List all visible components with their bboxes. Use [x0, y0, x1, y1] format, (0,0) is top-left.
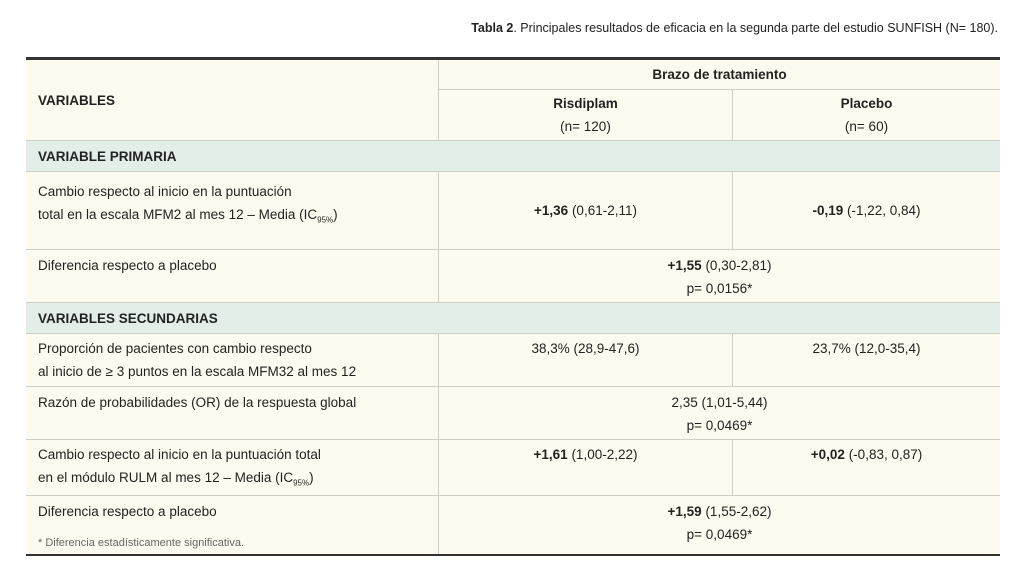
label-line: Cambio respecto al inicio en la puntuaci… [38, 184, 292, 199]
section-row: VARIABLES SECUNDARIAS [26, 302, 1000, 334]
value-bold: +1,61 [533, 447, 568, 462]
value-bold: +1,36 [534, 203, 569, 218]
difference-value: +1,55 (0,30-2,81) p= 0,0156* [438, 249, 1000, 303]
section-row: VARIABLE PRIMARIA [26, 140, 1000, 172]
footnote: * Diferencia estadísticamente significat… [38, 537, 245, 549]
table-row: Razón de probabilidades (OR) de la respu… [26, 386, 1000, 440]
value-ci: (-0,83, 0,87) [844, 447, 923, 462]
efficacy-table: VARIABLES Brazo de tratamiento Risdiplam… [26, 57, 1000, 556]
value-bold: +1,59 [667, 503, 702, 519]
label-line: Proporción de pacientes con cambio respe… [38, 341, 312, 356]
table-caption: Tabla 2. Principales resultados de efica… [471, 21, 998, 35]
row-label: Cambio respecto al inicio en la puntuaci… [26, 171, 439, 250]
placebo-value: 23,7% (12,0-35,4) [732, 333, 1000, 387]
placebo-value: +0,02 (-0,83, 0,87) [732, 439, 1000, 496]
label-line: total en la escala MFM2 al mes 12 – Medi… [38, 207, 318, 222]
table-row: Diferencia respecto a placebo +1,59 (1,5… [26, 495, 1000, 556]
header-row: VARIABLES Brazo de tratamiento [26, 57, 1000, 141]
paren: ) [309, 470, 314, 485]
value-ci: (0,30-2,81) [701, 258, 772, 273]
table-row: Cambio respecto al inicio en la puntuaci… [26, 171, 1000, 250]
label-line: Cambio respecto al inicio en la puntuaci… [38, 447, 321, 462]
table-row: Diferencia respecto a placebo +1,55 (0,3… [26, 249, 1000, 303]
row-label: Diferencia respecto a placebo [26, 249, 439, 303]
table-row: Proporción de pacientes con cambio respe… [26, 333, 1000, 387]
value-bold: -0,19 [812, 203, 844, 218]
p-value: p= 0,0469* [686, 418, 753, 433]
value-bold: +0,02 [810, 447, 845, 462]
table-row: Cambio respecto al inicio en la puntuaci… [26, 439, 1000, 496]
risdiplam-value: +1,36 (0,61-2,11) [438, 171, 733, 250]
subheader-row: Risdiplam (n= 120) Placebo (n= 60) [26, 89, 1000, 141]
odds-ratio-value: 2,35 (1,01-5,44) p= 0,0469* [438, 386, 1000, 440]
placebo-label: Placebo [840, 96, 893, 111]
section-primary: VARIABLE PRIMARIA [26, 140, 1000, 172]
row-label: Proporción de pacientes con cambio respe… [26, 333, 439, 387]
value-ci: (1,55-2,62) [701, 503, 772, 519]
placebo-value: -0,19 (-1,22, 0,84) [732, 171, 1000, 250]
caption-text: . Principales resultados de eficacia en … [513, 21, 998, 35]
value-bold: +1,55 [667, 258, 702, 273]
subscript: 95% [293, 478, 310, 488]
difference-value: +1,59 (1,55-2,62) p= 0,0469* [438, 495, 1000, 556]
variables-header: VARIABLES [26, 57, 439, 141]
value-ci: (0,61-2,11) [568, 203, 637, 218]
value-ci: 2,35 (1,01-5,44) [671, 395, 768, 410]
risdiplam-header: Risdiplam (n= 120) [438, 89, 733, 141]
placebo-n: (n= 60) [844, 119, 889, 134]
label-line: al inicio de ≥ 3 puntos en la escala MFM… [38, 364, 357, 379]
subscript: 95% [317, 215, 334, 225]
value-ci: (1,00-2,22) [567, 447, 638, 462]
caption-label: Tabla 2 [471, 21, 514, 35]
row-label: Razón de probabilidades (OR) de la respu… [26, 386, 439, 440]
value-ci: (-1,22, 0,84) [843, 203, 921, 218]
risdiplam-value: +1,61 (1,00-2,22) [438, 439, 733, 496]
paren: ) [333, 207, 338, 222]
risdiplam-n: (n= 120) [560, 119, 611, 134]
section-secondary: VARIABLES SECUNDARIAS [26, 302, 1000, 334]
p-value: p= 0,0156* [686, 281, 753, 296]
row-label: Cambio respecto al inicio en la puntuaci… [26, 439, 439, 496]
risdiplam-value: 38,3% (28,9-47,6) [438, 333, 733, 387]
group-header: Brazo de tratamiento [438, 57, 1000, 90]
row-label: Diferencia respecto a placebo [26, 495, 439, 556]
p-value: p= 0,0469* [686, 526, 753, 542]
placebo-header: Placebo (n= 60) [732, 89, 1000, 141]
label-line: en el módulo RULM al mes 12 – Media (IC [38, 470, 294, 485]
risdiplam-label: Risdiplam [553, 96, 618, 111]
